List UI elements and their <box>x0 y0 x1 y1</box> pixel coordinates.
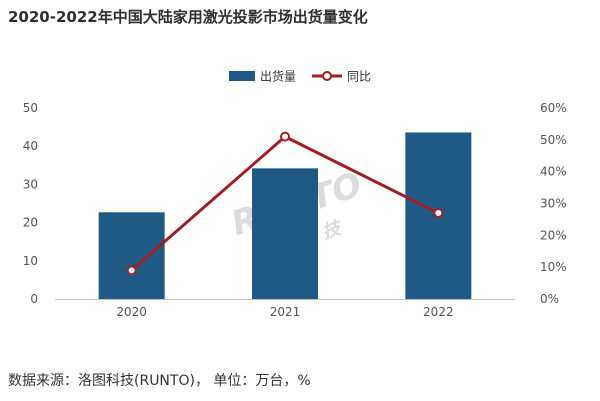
chart-title: 2020-2022年中国大陆家用激光投影市场出货量变化 <box>8 8 368 26</box>
right-y-tick-label: 20% <box>540 228 567 242</box>
left-y-axis: 0 10 20 30 40 50 <box>23 101 38 306</box>
data-source-note: 数据来源：洛图科技(RUNTO)， 单位：万台，% <box>8 373 311 389</box>
left-y-tick-label: 20 <box>23 216 38 230</box>
x-tick-label-2020: 2020 <box>116 305 147 319</box>
right-y-tick-label: 60% <box>540 101 567 115</box>
right-y-tick-label: 10% <box>540 260 567 274</box>
left-y-tick-label: 40 <box>23 139 38 153</box>
legend-line-marker <box>322 71 332 81</box>
x-tick-label-2021: 2021 <box>270 305 301 319</box>
bar-2021 <box>252 168 318 299</box>
legend-label-yoy: 同比 <box>347 70 371 84</box>
left-y-tick-label: 10 <box>23 254 38 268</box>
yoy-point-2022 <box>433 208 444 219</box>
yoy-point-2020 <box>126 265 137 276</box>
x-tick-label-2022: 2022 <box>423 305 454 319</box>
left-y-tick-label: 0 <box>30 292 38 306</box>
right-y-tick-label: 30% <box>540 197 567 211</box>
right-y-tick-label: 50% <box>540 133 567 147</box>
yoy-point-2021 <box>280 131 290 142</box>
legend-label-shipments: 出货量 <box>260 69 296 84</box>
chart-legend: 出货量 同比 <box>229 69 371 84</box>
right-y-tick-label: 0% <box>540 292 559 306</box>
legend-bar-swatch <box>229 71 255 81</box>
right-y-axis: 0% 10% 20% 30% 40% 50% 60% <box>540 101 567 306</box>
left-y-tick-label: 30 <box>23 177 38 191</box>
left-y-tick-label: 50 <box>23 101 38 115</box>
x-axis: 2020 2021 2022 <box>55 299 515 319</box>
line-series <box>126 131 444 276</box>
bar-series <box>98 132 472 299</box>
right-y-tick-label: 40% <box>540 165 567 179</box>
bar-2020 <box>98 212 165 299</box>
